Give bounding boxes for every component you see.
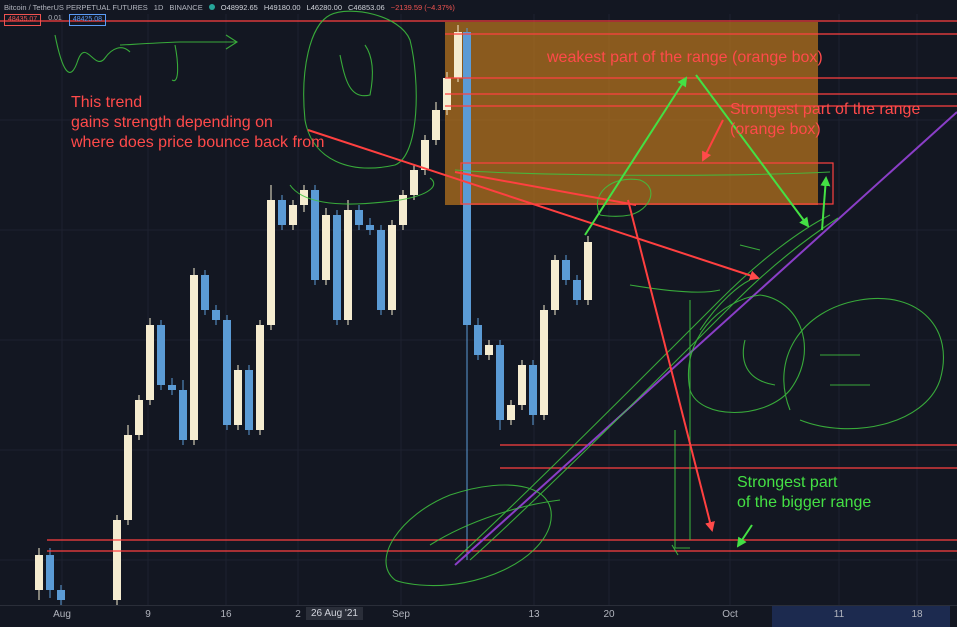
bullish-candle <box>124 435 132 520</box>
green-scribbles <box>54 10 945 587</box>
bullish-candle <box>584 242 592 300</box>
strongest-range-line: (orange box) <box>730 121 821 138</box>
bearish-candle <box>366 225 374 230</box>
bullish-candle <box>540 310 548 415</box>
open-value: O48992.65 <box>220 2 258 12</box>
time-tick: Oct <box>722 609 738 620</box>
bearish-candle <box>355 210 363 225</box>
sell-price-button[interactable]: 48435.07 <box>4 14 42 26</box>
bullish-candle <box>344 210 352 320</box>
buy-price-button[interactable]: 48425.08 <box>68 14 107 26</box>
close-value: C46853.06 <box>348 2 385 12</box>
bearish-candle <box>529 365 537 415</box>
bearish-candle <box>201 275 209 310</box>
bullish-candle <box>267 200 275 325</box>
bearish-candle <box>179 390 187 440</box>
bullish-candle <box>146 325 154 400</box>
time-tick: 2 <box>295 609 301 620</box>
trend-annotation-line: This trend <box>71 94 143 111</box>
bearish-candle <box>496 345 504 420</box>
bearish-candle <box>573 280 581 300</box>
bearish-candle <box>212 310 220 320</box>
time-tick: 9 <box>145 609 151 620</box>
bullish-candle <box>432 110 440 140</box>
bearish-candle <box>278 200 286 225</box>
bullish-candle <box>190 275 198 440</box>
support-resistance-lines <box>0 20 957 552</box>
order-price-tags: 48435.07 0.01 48425.08 <box>4 14 107 26</box>
bearish-candle <box>157 325 165 385</box>
bearish-candle <box>223 320 231 425</box>
bullish-candle <box>113 520 121 600</box>
crosshair-date-label: 26 Aug '21 <box>306 607 363 620</box>
bullish-candle <box>399 195 407 225</box>
time-tick: 16 <box>220 609 232 620</box>
bearish-candle <box>168 385 176 390</box>
trend-annotation: This trend gains strength depending on w… <box>71 93 324 153</box>
bearish-candle <box>463 32 471 325</box>
strongest-range-annotation: Strongest part of the range (orange box) <box>730 100 920 140</box>
trendline <box>454 111 957 566</box>
bullish-candle <box>454 32 462 78</box>
bullish-candle <box>256 325 264 430</box>
high-value: H49180.00 <box>263 2 301 12</box>
strongest-range-line: Strongest part of the range <box>730 101 921 118</box>
change-value: −2139.59 (−4.37%) <box>390 2 455 12</box>
time-tick: 20 <box>603 609 615 620</box>
candlesticks <box>35 25 592 605</box>
bearish-candle <box>46 555 54 590</box>
time-tick: 18 <box>911 609 923 620</box>
time-tick: Aug <box>53 609 71 620</box>
annotation-arrows <box>307 74 831 548</box>
timeframe-label[interactable]: 1D <box>153 2 164 12</box>
bearish-candle <box>474 325 482 355</box>
bullish-candle <box>518 365 526 405</box>
weakest-annotation: weakest part of the range (orange box) <box>547 49 823 66</box>
bigger-range-annotation: Strongest part of the bigger range <box>737 473 871 513</box>
spread-value: 0.01 <box>48 15 62 22</box>
bullish-candle <box>300 190 308 205</box>
exchange-label: BINANCE <box>169 2 203 12</box>
bullish-candle <box>234 370 242 425</box>
bigger-range-line: Strongest part <box>737 474 838 491</box>
bearish-candle <box>562 260 570 280</box>
bullish-candle <box>388 225 396 310</box>
bearish-candle <box>311 190 319 280</box>
time-tick: 13 <box>528 609 540 620</box>
bullish-candle <box>135 400 143 435</box>
bullish-candle <box>322 215 330 280</box>
time-axis[interactable]: Aug 9 16 2 26 Aug '21 Sep 13 20 Oct 11 1… <box>0 605 957 627</box>
bullish-candle <box>289 205 297 225</box>
bullish-candle <box>551 260 559 310</box>
low-value: L46280.00 <box>306 2 343 12</box>
bearish-candle <box>377 230 385 310</box>
time-tick: Sep <box>392 609 410 620</box>
bullish-candle <box>421 140 429 170</box>
chart-header: Bitcoin / TetherUS PERPETUAL FUTURES 1D … <box>4 0 455 14</box>
trend-annotation-line: where does price bounce back from <box>71 134 325 151</box>
bullish-candle <box>507 405 515 420</box>
time-axis-selection <box>772 606 950 627</box>
bigger-range-line: of the bigger range <box>737 494 872 511</box>
trend-annotation-line: gains strength depending on <box>71 114 273 131</box>
bullish-candle <box>410 170 418 195</box>
bullish-candle <box>485 345 493 355</box>
market-status-icon <box>208 4 215 10</box>
symbol-title[interactable]: Bitcoin / TetherUS PERPETUAL FUTURES <box>4 2 148 12</box>
bullish-candle <box>35 555 43 590</box>
time-tick: 11 <box>833 609 845 620</box>
bearish-candle <box>57 590 65 600</box>
bearish-candle <box>333 215 341 320</box>
bearish-candle <box>245 370 253 430</box>
